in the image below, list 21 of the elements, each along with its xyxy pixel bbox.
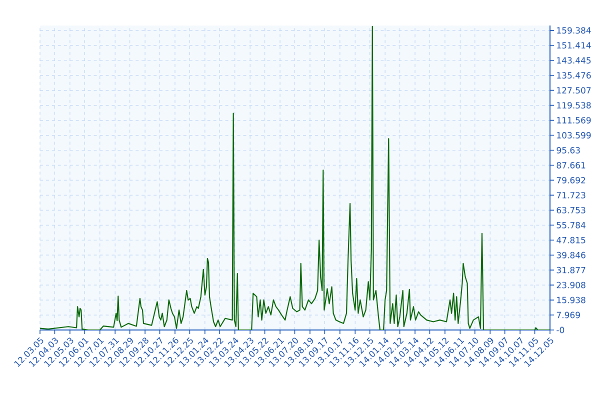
y-tick-label: 143.445	[557, 57, 591, 64]
y-tick-label: 79.692	[556, 176, 586, 184]
y-tick-label: 47.815	[556, 236, 586, 244]
y-tick-label: 119.538	[557, 102, 591, 109]
y-tick-label: 15.938	[557, 296, 586, 304]
y-tick-label: 135.476	[557, 72, 591, 79]
y-tick-label: 95.63	[556, 147, 580, 154]
y-tick-label: 87.661	[556, 162, 586, 168]
y-tick-label: 63.753	[556, 206, 586, 214]
y-tick-label: 55.784	[556, 222, 586, 228]
y-tick-label: 23.908	[556, 282, 586, 288]
y-tick-label: 111.569	[557, 117, 591, 124]
y-tick-label: 7.969	[556, 312, 580, 318]
y-tick-label: 159.384	[557, 27, 591, 34]
y-tick-label: 151.414	[557, 42, 591, 49]
y-tick-label: 71.723	[556, 192, 586, 198]
y-tick-label: 103.599	[557, 132, 591, 138]
y-tick-label: 127.507	[557, 87, 591, 94]
y-tick-label: 39.846	[556, 252, 586, 258]
y-tick-label: 31.877	[556, 266, 586, 274]
y-tick-label: -0	[556, 326, 564, 334]
